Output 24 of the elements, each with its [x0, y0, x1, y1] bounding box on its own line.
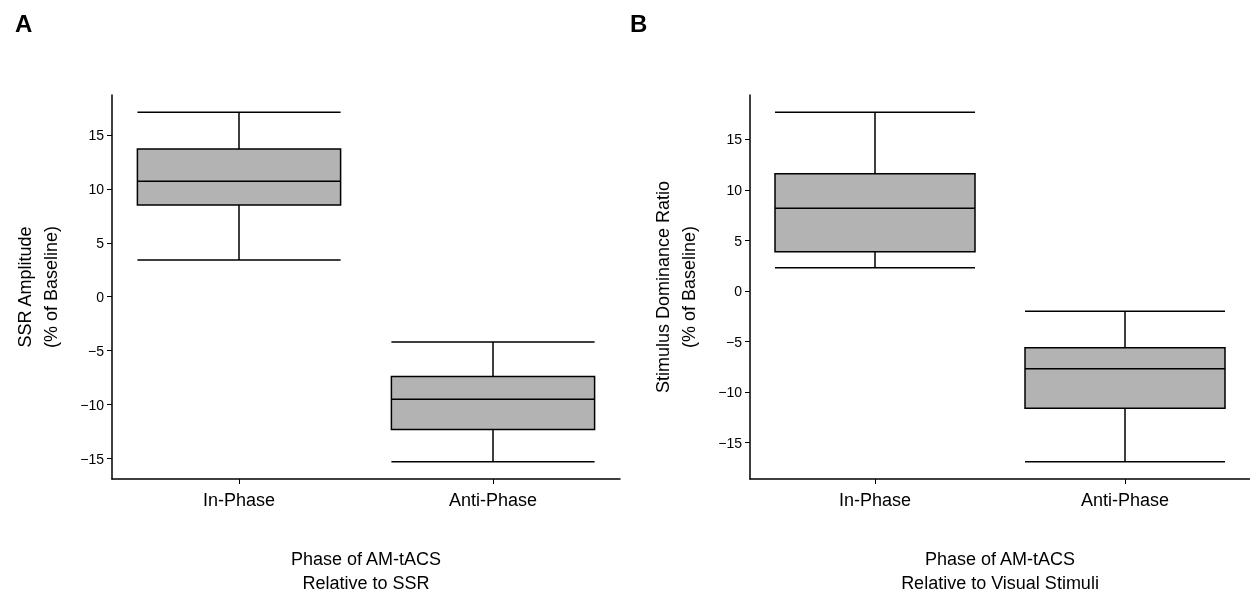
chart-title: B [630, 9, 648, 37]
y-tick-label: 5 [734, 232, 743, 249]
y-tick-label: 10 [726, 181, 743, 198]
y-tick-label: 15 [726, 131, 743, 148]
y-tick-label: −10 [80, 396, 105, 413]
x-axis-title: Phase of AM-tACS Relative to Visual Stimuli [901, 549, 1099, 593]
y-tick-label: 15 [88, 126, 105, 143]
y-tick-label: 10 [88, 180, 105, 197]
y-tick-label: −5 [726, 333, 743, 350]
x-tick-label: In-Phase [838, 490, 912, 510]
x-tick-label: Anti-Phase [448, 490, 538, 510]
y-tick-label: −5 [88, 342, 105, 359]
y-tick-label: −15 [80, 450, 105, 467]
y-tick-label: −15 [718, 434, 743, 451]
x-tick-label: In-Phase [202, 490, 276, 510]
y-tick-label: 0 [96, 288, 105, 305]
y-axis-title: SSR Amplitude (% of Baseline) [15, 225, 61, 349]
x-tick-label: Anti-Phase [1080, 490, 1170, 510]
y-tick-label: 5 [96, 234, 105, 251]
y-tick-label: 0 [734, 283, 743, 300]
y-tick-label: −10 [718, 384, 743, 401]
chart-title: A [15, 9, 33, 37]
y-axis-title: Stimulus Dominance Ratio (% of Baseline) [653, 180, 699, 394]
x-axis-title: Phase of AM-tACS Relative to SSR [290, 549, 442, 593]
